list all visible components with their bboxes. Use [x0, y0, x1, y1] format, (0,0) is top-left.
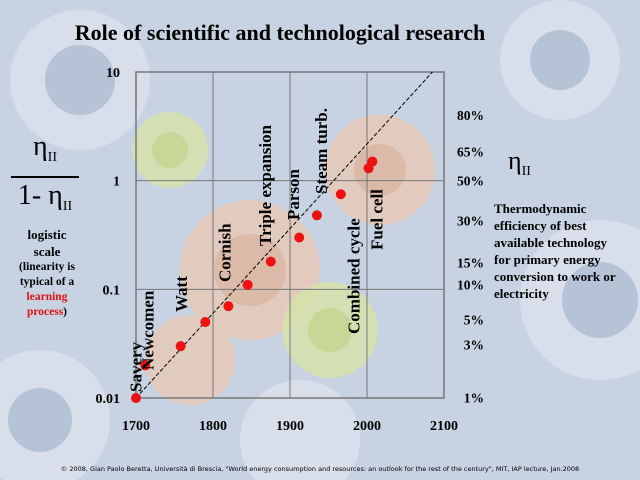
scale-note: logistic scale (linearity is typical of …: [19, 227, 75, 318]
annotation-label: Cornish: [216, 223, 235, 282]
data-point: [294, 232, 305, 243]
x-tick-label: 1700: [122, 419, 150, 434]
annotation-label: Watt: [172, 276, 191, 312]
data-point: [175, 341, 186, 352]
y-tick-label-right: 10%: [457, 277, 484, 292]
x-tick-label: 1800: [199, 419, 227, 434]
y-tick-label-right: 65%: [457, 144, 484, 159]
x-tick-label: 2100: [430, 419, 458, 434]
data-point: [131, 393, 141, 403]
y-tick-label-left: 10: [106, 66, 120, 81]
data-point: [335, 189, 346, 200]
x-tick-label: 1900: [276, 419, 304, 434]
data-point: [265, 256, 276, 267]
y-tick-label-right: 5%: [464, 313, 484, 328]
annotation-label: Savery: [126, 341, 145, 392]
annotation-label: Parson: [284, 168, 303, 220]
data-point: [200, 317, 211, 328]
data-point: [242, 279, 253, 290]
data-point: [140, 360, 151, 371]
y-tick-labels-left: 10 1 0.1 0.01: [96, 66, 121, 407]
chart-grid: [135, 71, 445, 399]
y-tick-label-right: 1%: [464, 391, 484, 406]
annotation-label: Steam turb.: [312, 108, 331, 194]
annotation-label: Newcomen: [139, 290, 158, 370]
y-tick-label-right: 50%: [457, 174, 484, 189]
data-point: [367, 156, 378, 167]
y-tick-label-right: 80%: [457, 108, 484, 123]
x-tick-label: 2000: [353, 419, 381, 434]
y-tick-label-right: 30%: [457, 214, 484, 229]
annotation-label: Triple expansion: [256, 124, 275, 246]
chart-title: Role of scientific and technological res…: [74, 20, 486, 45]
y-tick-label-right: 3%: [464, 338, 484, 353]
credit-footer: © 2008, Gian Paolo Beretta, Università d…: [60, 465, 580, 473]
annotation-label: Combined cycle: [344, 218, 363, 334]
x-tick-labels: 1700 1800 1900 2000 2100: [122, 419, 458, 434]
data-point: [223, 301, 234, 312]
data-point: [311, 210, 322, 221]
right-axis-label: ηII: [508, 146, 531, 179]
data-points: [131, 156, 378, 403]
left-axis-label: ηII 1- ηII: [5, 130, 85, 224]
annotation-label: Fuel cell: [367, 189, 386, 250]
y-tick-label-right: 15%: [457, 256, 484, 271]
axis-description: Thermodynamic efficiency of best availab…: [494, 201, 616, 301]
trend-line: [135, 71, 433, 399]
y-tick-labels-right: 80% 65% 50% 30% 15% 10% 5% 3% 1%: [457, 108, 484, 405]
y-tick-label-left: 0.01: [96, 392, 121, 407]
y-tick-label-left: 0.1: [103, 283, 121, 298]
y-tick-label-left: 1: [113, 175, 120, 190]
